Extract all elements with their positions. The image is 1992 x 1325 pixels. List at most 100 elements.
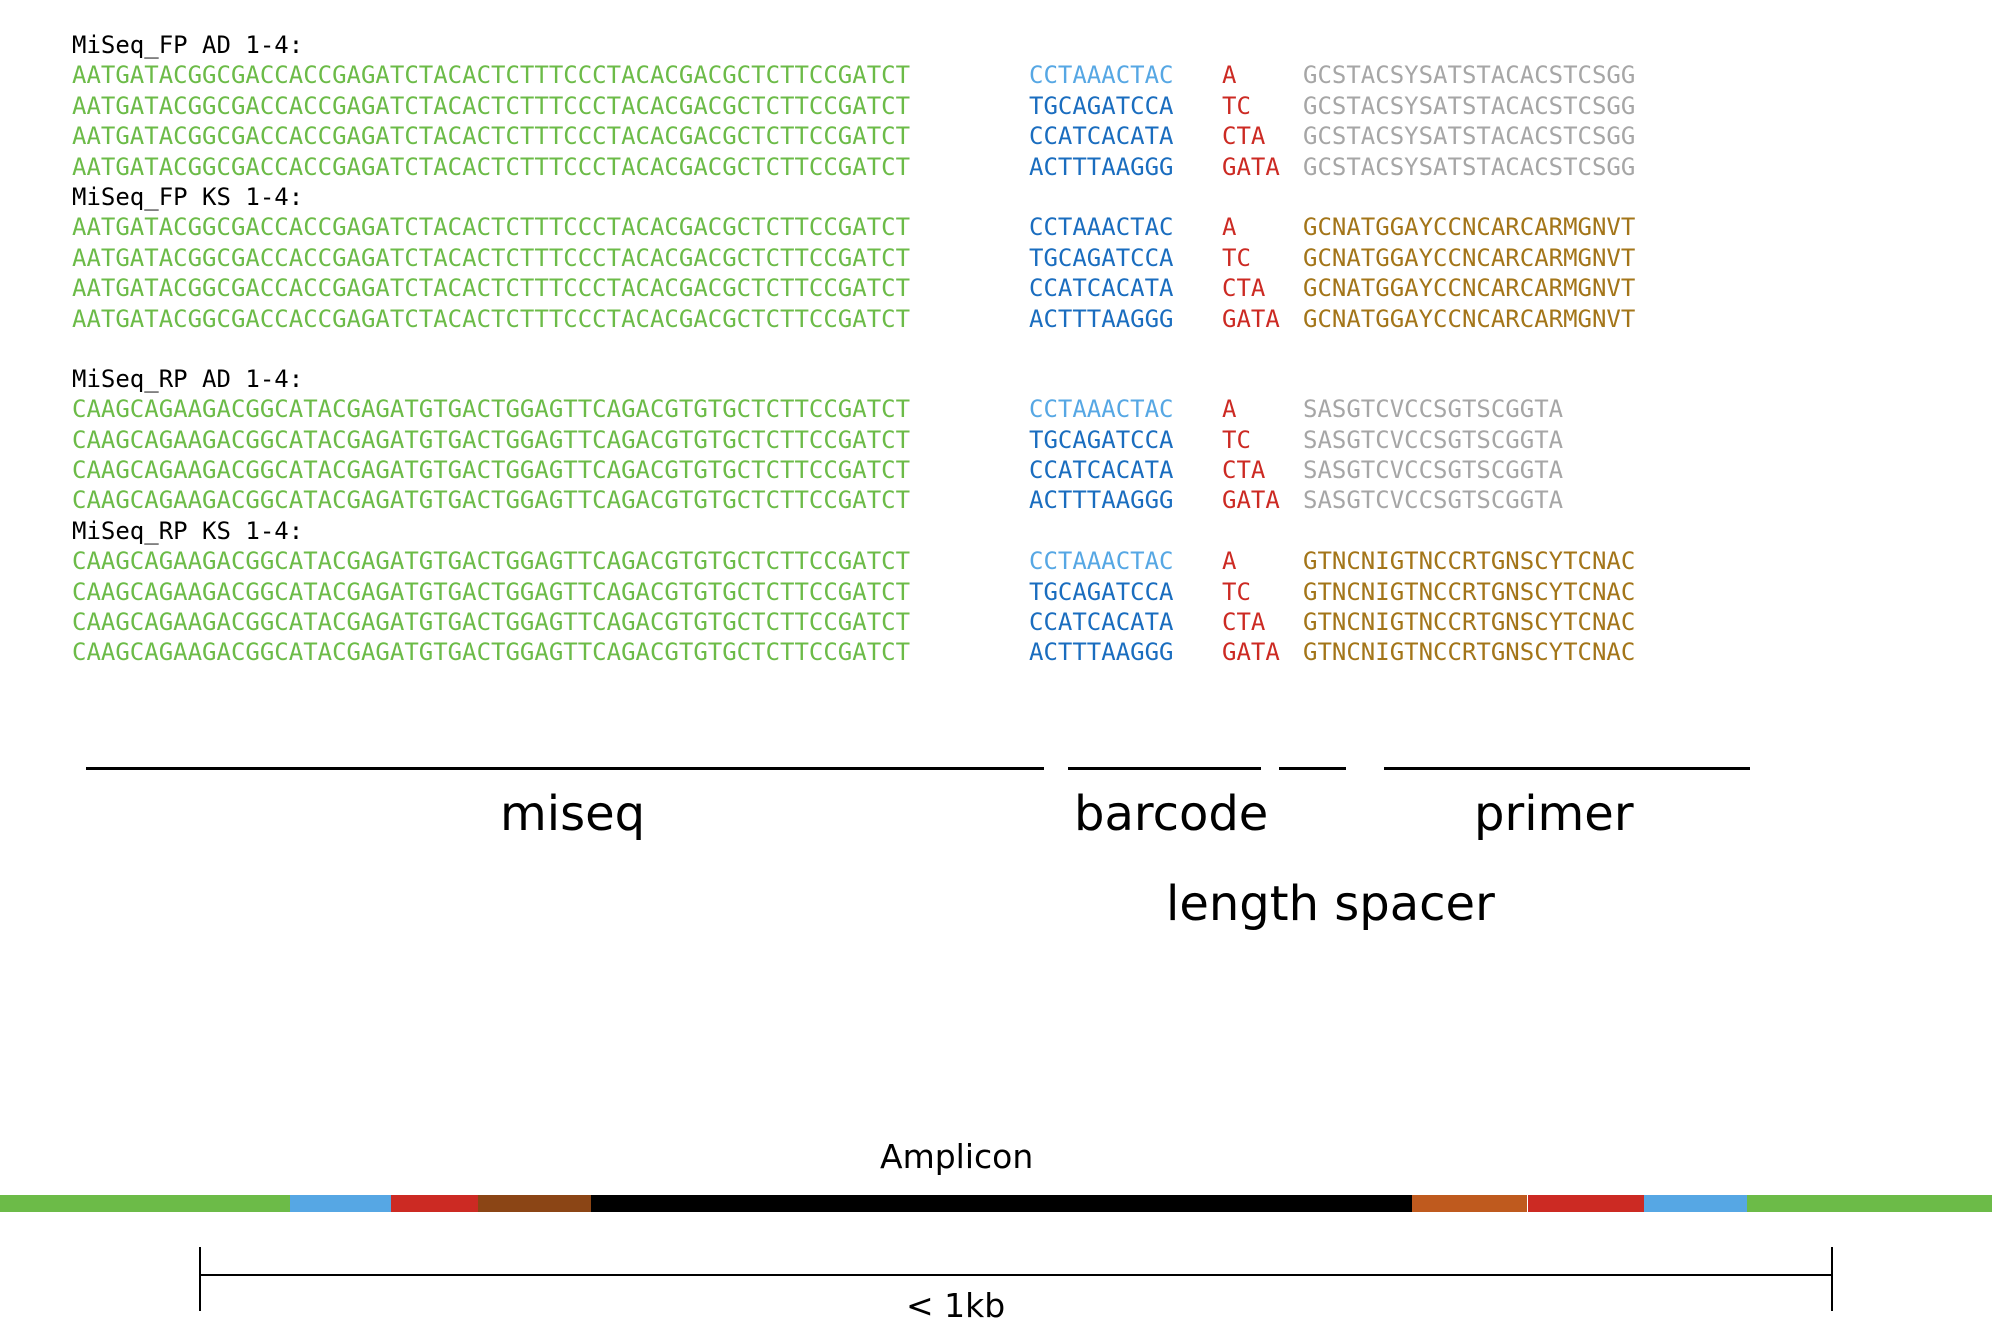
amplicon-segment-barcode-right [1644,1195,1747,1212]
length-spacer-sequence: GATA [1222,638,1280,667]
amplicon-segment-miseq-left [0,1195,290,1212]
barcode-sequence: ACTTTAAGGG [1029,486,1174,515]
miseq-adapter-sequence: AATGATACGGCGACCACCGAGATCTACACTCTTTCCCTAC… [72,243,911,272]
barcode-sequence: CCATCACATA [1029,122,1174,151]
length-spacer-sequence: CTA [1222,274,1266,303]
primer-group-header: MiSeq_FP KS 1-4: [72,182,304,211]
length-spacer-sequence: GATA [1222,152,1280,181]
amplicon-segment-spacer-left [391,1195,478,1212]
primer-sequence: GCSTACSYSATSTACACSTCSGG [1303,61,1636,90]
barcode-sequence: ACTTTAAGGG [1029,638,1174,667]
length-spacer-sequence: A [1222,395,1237,424]
miseq-adapter-sequence: CAAGCAGAAGACGGCATACGAGATGTGACTGGAGTTCAGA… [72,456,911,485]
primer-region-line [1384,767,1750,770]
sequence-row: CAAGCAGAAGACGGCATACGAGATGTGACTGGAGTTCAGA… [72,425,1563,455]
sequence-row: AATGATACGGCGACCACCGAGATCTACACTCTTTCCCTAC… [72,91,1635,121]
miseq-adapter-sequence: AATGATACGGCGACCACCGAGATCTACACTCTTTCCCTAC… [72,213,911,242]
miseq-adapter-sequence: AATGATACGGCGACCACCGAGATCTACACTCTTTCCCTAC… [72,304,911,333]
sequence-row: AATGATACGGCGACCACCGAGATCTACACTCTTTCCCTAC… [72,152,1635,182]
length-spacer-sequence: CTA [1222,122,1266,151]
size-bracket-left-tick [199,1247,201,1311]
spacer-region-line [1279,767,1346,770]
length-spacer-sequence: TC [1222,91,1251,120]
size-bracket-line [200,1274,1832,1276]
miseq-adapter-sequence: CAAGCAGAAGACGGCATACGAGATGTGACTGGAGTTCAGA… [72,638,911,667]
miseq-adapter-sequence: CAAGCAGAAGACGGCATACGAGATGTGACTGGAGTTCAGA… [72,486,911,515]
primer-sequence: SASGTCVCCSGTSCGGTA [1303,486,1564,515]
miseq-adapter-sequence: CAAGCAGAAGACGGCATACGAGATGTGACTGGAGTTCAGA… [72,547,911,576]
miseq-region-line [86,767,1044,770]
primer-group-header: MiSeq_RP AD 1-4: [72,364,304,393]
amplicon-segment-barcode-left [290,1195,391,1212]
sequence-row: CAAGCAGAAGACGGCATACGAGATGTGACTGGAGTTCAGA… [72,485,1563,515]
amplicon-segment-spacer-right [1528,1195,1644,1212]
primer-sequence: GCSTACSYSATSTACACSTCSGG [1303,91,1636,120]
primer-sequence: GCSTACSYSATSTACACSTCSGG [1303,152,1636,181]
barcode-sequence: CCATCACATA [1029,456,1174,485]
barcode-sequence: CCTAAACTAC [1029,395,1174,424]
amplicon-segment-primer-right [1412,1195,1527,1212]
miseq-adapter-sequence: AATGATACGGCGACCACCGAGATCTACACTCTTTCCCTAC… [72,122,911,151]
amplicon-bar [0,1195,1992,1212]
size-bracket-label: < 1kb [906,1286,1006,1325]
sequence-row: AATGATACGGCGACCACCGAGATCTACACTCTTTCCCTAC… [72,273,1635,303]
miseq-adapter-sequence: CAAGCAGAAGACGGCATACGAGATGTGACTGGAGTTCAGA… [72,577,911,606]
primer-sequence: GCNATGGAYCCNCARCARMGNVT [1303,213,1636,242]
size-bracket-right-tick [1831,1247,1833,1311]
miseq-adapter-sequence: CAAGCAGAAGACGGCATACGAGATGTGACTGGAGTTCAGA… [72,395,911,424]
length-spacer-sequence: TC [1222,577,1251,606]
miseq-adapter-sequence: AATGATACGGCGACCACCGAGATCTACACTCTTTCCCTAC… [72,152,911,181]
barcode-sequence: TGCAGATCCA [1029,91,1174,120]
length-spacer-sequence: CTA [1222,456,1266,485]
primer-sequence: GTNCNIGTNCCRTGNSCYTCNAC [1303,608,1636,637]
primer-sequence: GCNATGGAYCCNCARCARMGNVT [1303,243,1636,272]
barcode-sequence: ACTTTAAGGG [1029,152,1174,181]
length-spacer-sequence: TC [1222,425,1251,454]
sequence-row: CAAGCAGAAGACGGCATACGAGATGTGACTGGAGTTCAGA… [72,637,1635,667]
primer-sequence: GTNCNIGTNCCRTGNSCYTCNAC [1303,547,1636,576]
sequence-row: CAAGCAGAAGACGGCATACGAGATGTGACTGGAGTTCAGA… [72,546,1635,576]
miseq-adapter-sequence: CAAGCAGAAGACGGCATACGAGATGTGACTGGAGTTCAGA… [72,425,911,454]
primer-group-header: MiSeq_FP AD 1-4: [72,31,304,59]
amplicon-segment-insert [591,1195,1412,1212]
sequence-row: AATGATACGGCGACCACCGAGATCTACACTCTTTCCCTAC… [72,304,1635,334]
sequence-row: CAAGCAGAAGACGGCATACGAGATGTGACTGGAGTTCAGA… [72,577,1635,607]
length-spacer-sequence: A [1222,213,1237,242]
sequence-row: CAAGCAGAAGACGGCATACGAGATGTGACTGGAGTTCAGA… [72,607,1635,637]
miseq-adapter-sequence: AATGATACGGCGACCACCGAGATCTACACTCTTTCCCTAC… [72,61,911,90]
sequence-row: AATGATACGGCGACCACCGAGATCTACACTCTTTCCCTAC… [72,243,1635,273]
barcode-sequence: CCATCACATA [1029,608,1174,637]
primer-sequence: GTNCNIGTNCCRTGNSCYTCNAC [1303,577,1636,606]
group-gap [72,334,303,364]
sequence-panel: MiSeq_FP AD 1-4: AATGATACGGCGACCACCGAGATC… [72,30,1635,668]
sequence-row: AATGATACGGCGACCACCGAGATCTACACTCTTTCCCTAC… [72,212,1635,242]
barcode-region-line [1068,767,1261,770]
length-spacer-sequence: GATA [1222,304,1280,333]
amplicon-segment-primer-left [478,1195,591,1212]
length-spacer-sequence: A [1222,547,1237,576]
primer-sequence: SASGTCVCCSGTSCGGTA [1303,456,1564,485]
primer-region-label: primer [1474,786,1634,842]
primer-sequence: GCSTACSYSATSTACACSTCSGG [1303,122,1636,151]
primer-sequence: GCNATGGAYCCNCARCARMGNVT [1303,274,1636,303]
amplicon-segment-miseq-right [1747,1195,1992,1212]
barcode-sequence: TGCAGATCCA [1029,243,1174,272]
sequence-row: CAAGCAGAAGACGGCATACGAGATGTGACTGGAGTTCAGA… [72,455,1563,485]
barcode-sequence: CCATCACATA [1029,274,1174,303]
primer-sequence: GTNCNIGTNCCRTGNSCYTCNAC [1303,638,1636,667]
primer-sequence: SASGTCVCCSGTSCGGTA [1303,425,1564,454]
length-spacer-sequence: CTA [1222,608,1266,637]
barcode-sequence: TGCAGATCCA [1029,577,1174,606]
primer-group-header: MiSeq_RP KS 1-4: [72,516,304,545]
barcode-sequence: TGCAGATCCA [1029,425,1174,454]
barcode-sequence: CCTAAACTAC [1029,213,1174,242]
length-spacer-sequence: A [1222,61,1237,90]
primer-sequence: SASGTCVCCSGTSCGGTA [1303,395,1564,424]
barcode-sequence: CCTAAACTAC [1029,61,1174,90]
miseq-adapter-sequence: CAAGCAGAAGACGGCATACGAGATGTGACTGGAGTTCAGA… [72,608,911,637]
barcode-sequence: CCTAAACTAC [1029,547,1174,576]
sequence-row: AATGATACGGCGACCACCGAGATCTACACTCTTTCCCTAC… [72,60,1635,90]
length-spacer-region-label: length spacer [1166,876,1495,932]
length-spacer-sequence: TC [1222,243,1251,272]
primer-sequence: GCNATGGAYCCNCARCARMGNVT [1303,304,1636,333]
